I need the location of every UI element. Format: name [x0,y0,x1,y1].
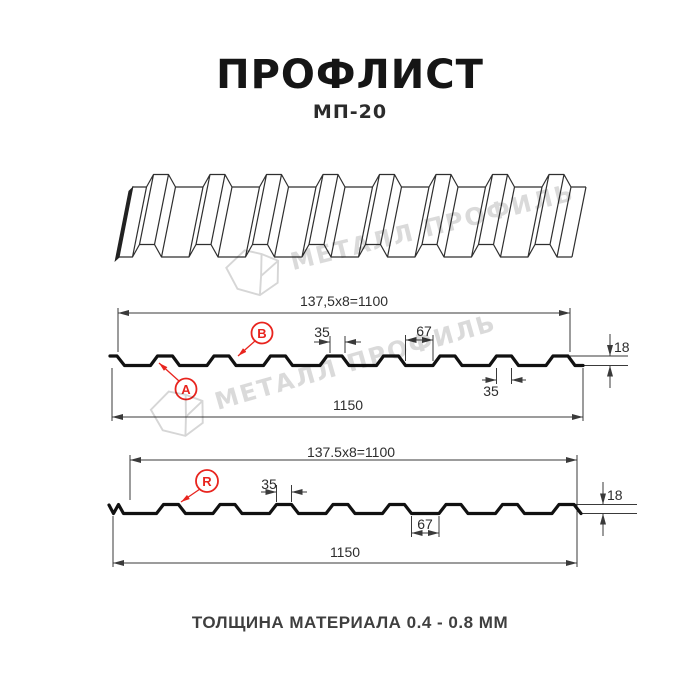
section1-dim-height-text: 18 [614,339,630,355]
label-r-leader [180,488,201,503]
section2-dim-rib-top-text: 35 [261,476,277,492]
page-title: ПРОФЛИСТ [216,52,484,98]
section1-dim-valley-text: 67 [416,323,432,339]
section2-profile [107,502,583,516]
section2-dim-height-text: 18 [607,487,623,503]
iso-cut-edge [114,186,134,262]
label-r-circle [195,469,219,493]
section1-dim-top-text: 137,5x8=1100 [300,293,388,309]
section1-extension-lines [111,308,628,421]
iso-drawing [114,173,587,262]
section2-drawing: 137.5x8=1100 35 18 67 1150 R [107,444,637,567]
section1-dim-rib-top-text: 35 [314,324,330,340]
label-r-text: R [202,474,212,489]
label-a-text: A [181,382,191,397]
section1-drawing: 137,5x8=1100 35 67 18 35 1150 A B [108,293,630,421]
section2-dim-width-text: 1150 [330,544,360,560]
label-b-leader [237,340,256,357]
section1-dim-rib-bottom-text: 35 [483,383,499,399]
footer-note: ТОЛЩИНА МАТЕРИАЛА 0.4 - 0.8 ММ [191,613,509,632]
iso-sheet-lines [118,173,587,258]
label-b-circle [250,321,274,345]
page-subtitle: МП-20 [312,101,388,123]
section2-dim-valley-text: 67 [417,516,433,532]
label-a-leader [158,362,180,382]
label-b-text: B [257,326,266,341]
section1-profile [108,354,585,368]
header: ПРОФЛИСТ МП-20 [0,0,700,123]
iso-sheet-fill [118,174,586,257]
section1-dim-width-text: 1150 [333,397,363,413]
section2-dim-top-text: 137.5x8=1100 [307,444,395,460]
section2-extension-lines [112,455,637,567]
